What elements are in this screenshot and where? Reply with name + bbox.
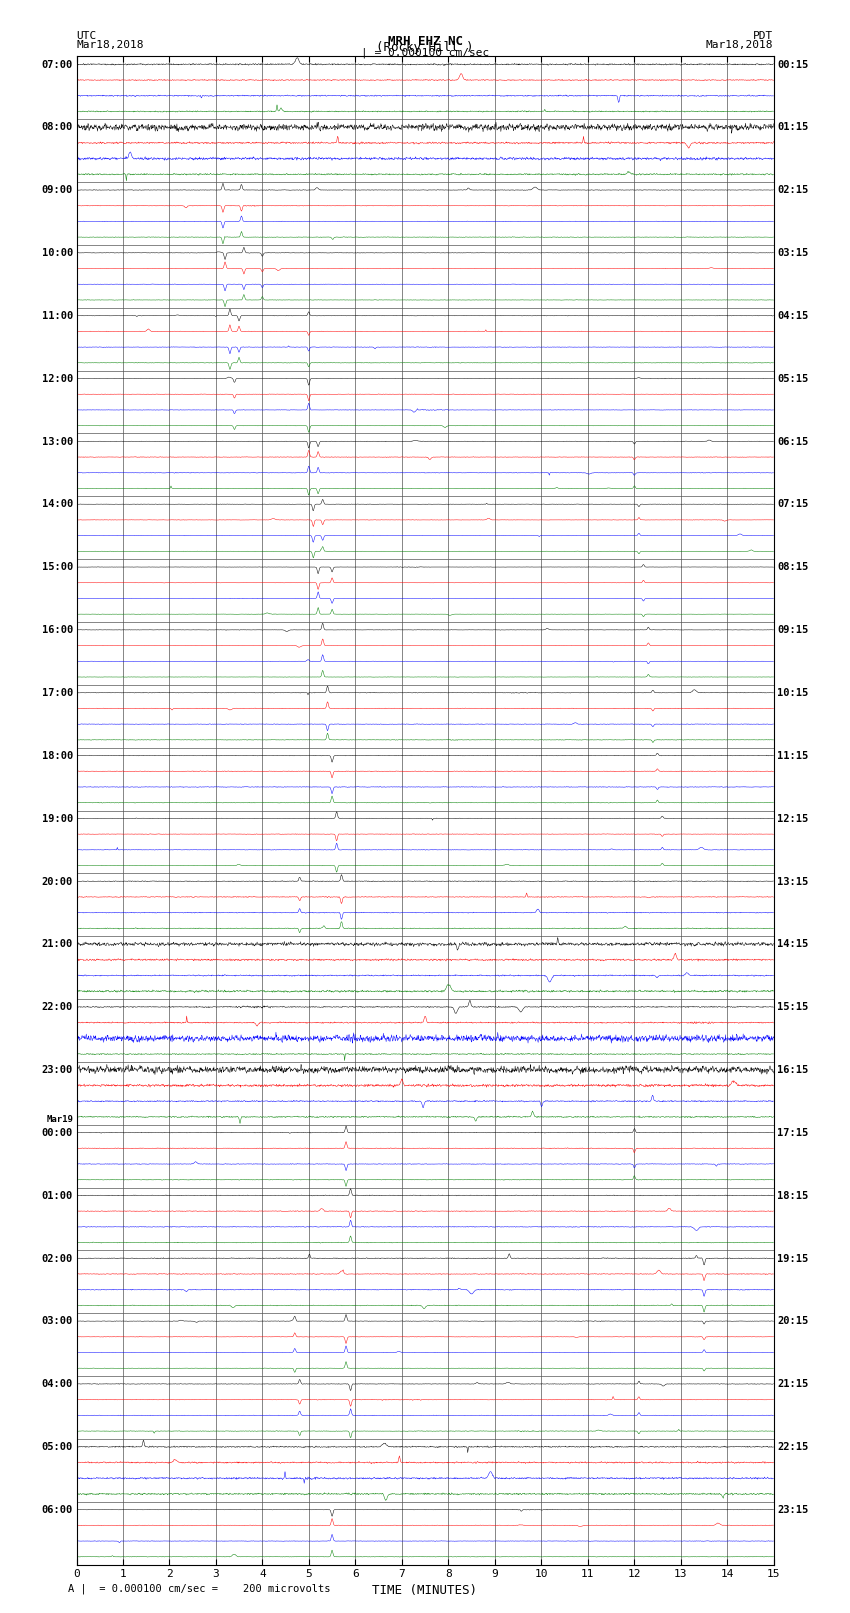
Text: 20:15: 20:15 — [777, 1316, 808, 1326]
Text: 04:15: 04:15 — [777, 311, 808, 321]
Text: 06:15: 06:15 — [777, 437, 808, 447]
Text: 15:00: 15:00 — [42, 563, 73, 573]
Text: 02:15: 02:15 — [777, 185, 808, 195]
Text: 03:00: 03:00 — [42, 1316, 73, 1326]
Text: 18:15: 18:15 — [777, 1190, 808, 1200]
Text: 07:00: 07:00 — [42, 60, 73, 69]
Text: 04:00: 04:00 — [42, 1379, 73, 1389]
Text: 21:15: 21:15 — [777, 1379, 808, 1389]
Text: 00:00: 00:00 — [42, 1127, 73, 1137]
Text: 06:00: 06:00 — [42, 1505, 73, 1515]
Text: 12:00: 12:00 — [42, 374, 73, 384]
Text: 05:00: 05:00 — [42, 1442, 73, 1452]
Text: 10:00: 10:00 — [42, 248, 73, 258]
Text: 16:15: 16:15 — [777, 1065, 808, 1074]
Text: 09:15: 09:15 — [777, 626, 808, 636]
Text: 11:00: 11:00 — [42, 311, 73, 321]
Text: MRH EHZ NC: MRH EHZ NC — [388, 35, 462, 48]
Text: 02:00: 02:00 — [42, 1253, 73, 1263]
Text: A |  = 0.000100 cm/sec =    200 microvolts: A | = 0.000100 cm/sec = 200 microvolts — [68, 1582, 331, 1594]
Text: 01:00: 01:00 — [42, 1190, 73, 1200]
Text: Mar18,2018: Mar18,2018 — [706, 40, 774, 50]
Text: 14:15: 14:15 — [777, 939, 808, 950]
Text: 17:00: 17:00 — [42, 689, 73, 698]
Text: 15:15: 15:15 — [777, 1002, 808, 1013]
Text: 19:15: 19:15 — [777, 1253, 808, 1263]
Text: (Rocky Hill ): (Rocky Hill ) — [377, 40, 473, 55]
Text: Mar18,2018: Mar18,2018 — [76, 40, 144, 50]
Text: 08:00: 08:00 — [42, 123, 73, 132]
Text: | = 0.000100 cm/sec: | = 0.000100 cm/sec — [361, 47, 489, 58]
Text: 03:15: 03:15 — [777, 248, 808, 258]
Text: 11:15: 11:15 — [777, 750, 808, 761]
Text: Mar19: Mar19 — [46, 1115, 73, 1124]
Text: 13:00: 13:00 — [42, 437, 73, 447]
Text: 16:00: 16:00 — [42, 626, 73, 636]
Text: 12:15: 12:15 — [777, 813, 808, 824]
Text: 23:15: 23:15 — [777, 1505, 808, 1515]
Text: UTC: UTC — [76, 31, 97, 40]
Text: 09:00: 09:00 — [42, 185, 73, 195]
Text: 08:15: 08:15 — [777, 563, 808, 573]
Text: 20:00: 20:00 — [42, 876, 73, 887]
Text: 07:15: 07:15 — [777, 500, 808, 510]
Text: 00:15: 00:15 — [777, 60, 808, 69]
Text: 13:15: 13:15 — [777, 876, 808, 887]
Text: 14:00: 14:00 — [42, 500, 73, 510]
Text: 22:15: 22:15 — [777, 1442, 808, 1452]
Text: 19:00: 19:00 — [42, 813, 73, 824]
Text: 21:00: 21:00 — [42, 939, 73, 950]
Text: 01:15: 01:15 — [777, 123, 808, 132]
Text: 22:00: 22:00 — [42, 1002, 73, 1013]
Text: 23:00: 23:00 — [42, 1065, 73, 1074]
Text: 17:15: 17:15 — [777, 1127, 808, 1137]
Text: 05:15: 05:15 — [777, 374, 808, 384]
Text: 10:15: 10:15 — [777, 689, 808, 698]
X-axis label: TIME (MINUTES): TIME (MINUTES) — [372, 1584, 478, 1597]
Text: 18:00: 18:00 — [42, 750, 73, 761]
Text: PDT: PDT — [753, 31, 774, 40]
